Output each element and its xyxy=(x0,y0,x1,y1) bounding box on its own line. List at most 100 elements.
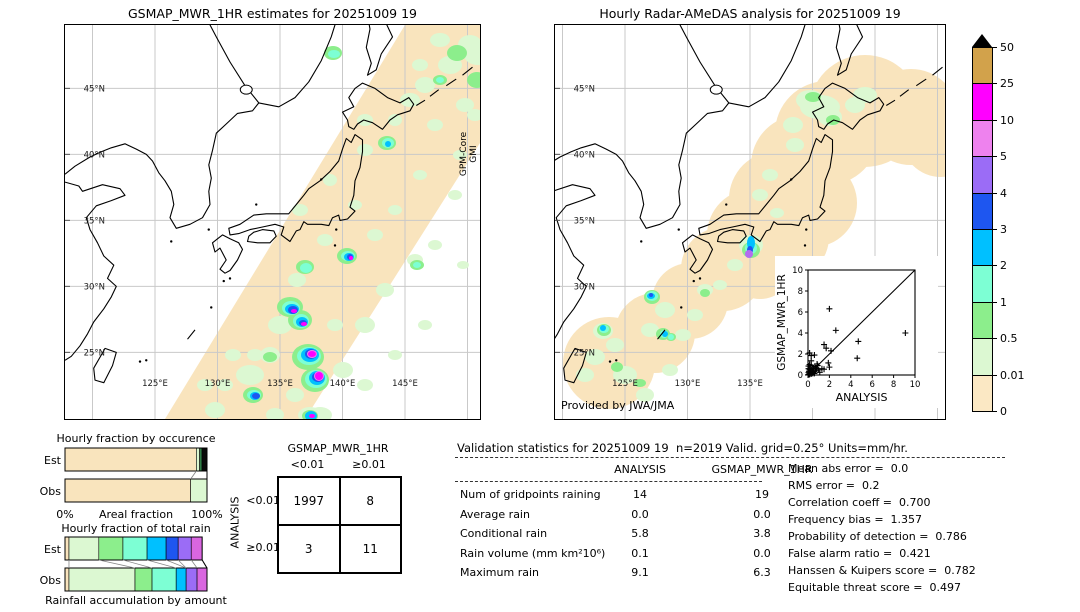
stat-analysis-value: 9.1 xyxy=(631,566,649,580)
contingency-table: 1997 8 3 11 xyxy=(277,476,402,574)
contingency-row-label-ge: ≥0.01 xyxy=(246,541,280,554)
coastline xyxy=(416,99,426,106)
precip-cell xyxy=(349,256,353,260)
lon-tick-label: 130°E xyxy=(205,379,231,389)
precip-cell xyxy=(413,262,421,268)
precip-cell xyxy=(687,309,703,321)
stat-gsmap-value: 6.3 xyxy=(753,566,771,580)
precip-cell xyxy=(348,200,362,210)
lat-tick-label: 25°N xyxy=(84,348,105,358)
gmi-label: GMI xyxy=(469,145,479,163)
precip-cell xyxy=(291,309,297,313)
precip-cell xyxy=(367,229,383,241)
scatter-point xyxy=(832,327,839,334)
precip-cell xyxy=(675,329,691,341)
divider-headers xyxy=(455,481,762,482)
colorbar-tick xyxy=(993,192,997,194)
colorbar-tick-label: 25 xyxy=(1000,77,1014,91)
coastline xyxy=(681,234,714,274)
precip-cell xyxy=(727,259,743,271)
y-tick-label: 4 xyxy=(798,329,803,339)
island-dot xyxy=(333,244,337,247)
bar-segment xyxy=(165,536,179,561)
precip-cell xyxy=(205,402,225,418)
precip-cell xyxy=(600,325,606,331)
y-tick-label: 10 xyxy=(792,266,803,276)
precip-cell xyxy=(413,170,427,180)
precip-cell xyxy=(745,250,753,258)
lake-khanka xyxy=(709,84,723,95)
colorbar-segment xyxy=(972,301,993,340)
precip-cell xyxy=(649,293,653,297)
coastline xyxy=(716,229,747,244)
stat-label: Num of gridpoints raining xyxy=(460,488,601,501)
colorbar-tick-label: 3 xyxy=(1000,223,1007,236)
colorbar-segment xyxy=(972,156,993,194)
island-dot xyxy=(228,277,232,280)
island-dot xyxy=(335,228,338,231)
colorbar-tick-label: 10 xyxy=(1000,113,1014,127)
precip-cell xyxy=(428,240,442,250)
colorbar-tick-label: 1 xyxy=(1000,295,1007,309)
bar-segment xyxy=(201,447,208,472)
contingency-cell-hit-none: 1997 xyxy=(278,477,340,525)
lat-tick-label: 45°N xyxy=(84,84,105,94)
score-line: False alarm ratio = 0.421 xyxy=(788,547,931,560)
colorbar-tick xyxy=(993,156,997,158)
colorbar-segment xyxy=(972,119,993,158)
bar-segment xyxy=(68,567,136,592)
coastline xyxy=(246,229,277,244)
bar-segment xyxy=(196,567,208,592)
stat-label: Rain volume (mm km²10⁶) xyxy=(460,546,606,560)
y-tick-label: 2 xyxy=(798,350,803,360)
precip-cell xyxy=(355,317,375,333)
precip-cell xyxy=(252,393,260,399)
bar-segment xyxy=(64,478,191,503)
precip-cell xyxy=(333,362,353,378)
axis-100pct: 100% xyxy=(191,508,222,521)
coastline xyxy=(563,347,587,384)
validation-scores: Mean abs error = 0.0 RMS error = 0.2 Corre… xyxy=(788,460,976,596)
island-dot xyxy=(170,240,173,243)
bar-segment xyxy=(196,447,200,472)
scatter-point xyxy=(814,360,821,367)
precip-cell xyxy=(634,379,646,387)
scatter-point xyxy=(823,345,830,352)
lat-tick-label: 40°N xyxy=(84,150,105,160)
lon-tick-label: 135°E xyxy=(737,379,763,389)
precip-cell xyxy=(805,92,821,102)
precip-cell xyxy=(263,352,277,362)
bar-segment xyxy=(98,536,124,561)
score-line: RMS error = 0.2 xyxy=(788,479,880,492)
scatter-point xyxy=(828,347,835,354)
score-line: Hanssen & Kuipers score = 0.782 xyxy=(788,564,976,577)
colorbar-tick xyxy=(993,47,997,48)
lon-tick-label: 125°E xyxy=(612,379,638,389)
contingency-cell-hit: 11 xyxy=(339,525,401,573)
connector xyxy=(190,470,197,480)
precip-cell xyxy=(668,334,674,340)
island-dot xyxy=(608,360,612,363)
island-dot xyxy=(320,178,323,181)
precip-cell xyxy=(853,87,877,103)
colorbar-segment xyxy=(972,338,993,376)
precip-cell xyxy=(266,408,284,422)
precip-cell xyxy=(762,169,778,181)
bar-segment xyxy=(64,567,70,592)
island-dot xyxy=(698,277,702,280)
colorbar-tick xyxy=(993,374,997,376)
stat-label: Average rain xyxy=(460,507,530,521)
coastline xyxy=(211,234,244,274)
scatter-point xyxy=(808,357,815,364)
precip-cell xyxy=(376,283,394,297)
colorbar-tick-label: 0.5 xyxy=(1000,332,1018,346)
coastline xyxy=(228,134,364,243)
stat-analysis-value: 0.0 xyxy=(631,507,649,521)
bar-segment xyxy=(64,447,197,472)
right-map-title: Hourly Radar-AMeDAS analysis for 2025100… xyxy=(599,6,901,21)
contingency-col-label-ge: ≥0.01 xyxy=(352,458,386,471)
lon-tick-label: 130°E xyxy=(675,379,701,389)
divider-title xyxy=(455,457,1005,458)
scatter-point xyxy=(854,355,861,362)
